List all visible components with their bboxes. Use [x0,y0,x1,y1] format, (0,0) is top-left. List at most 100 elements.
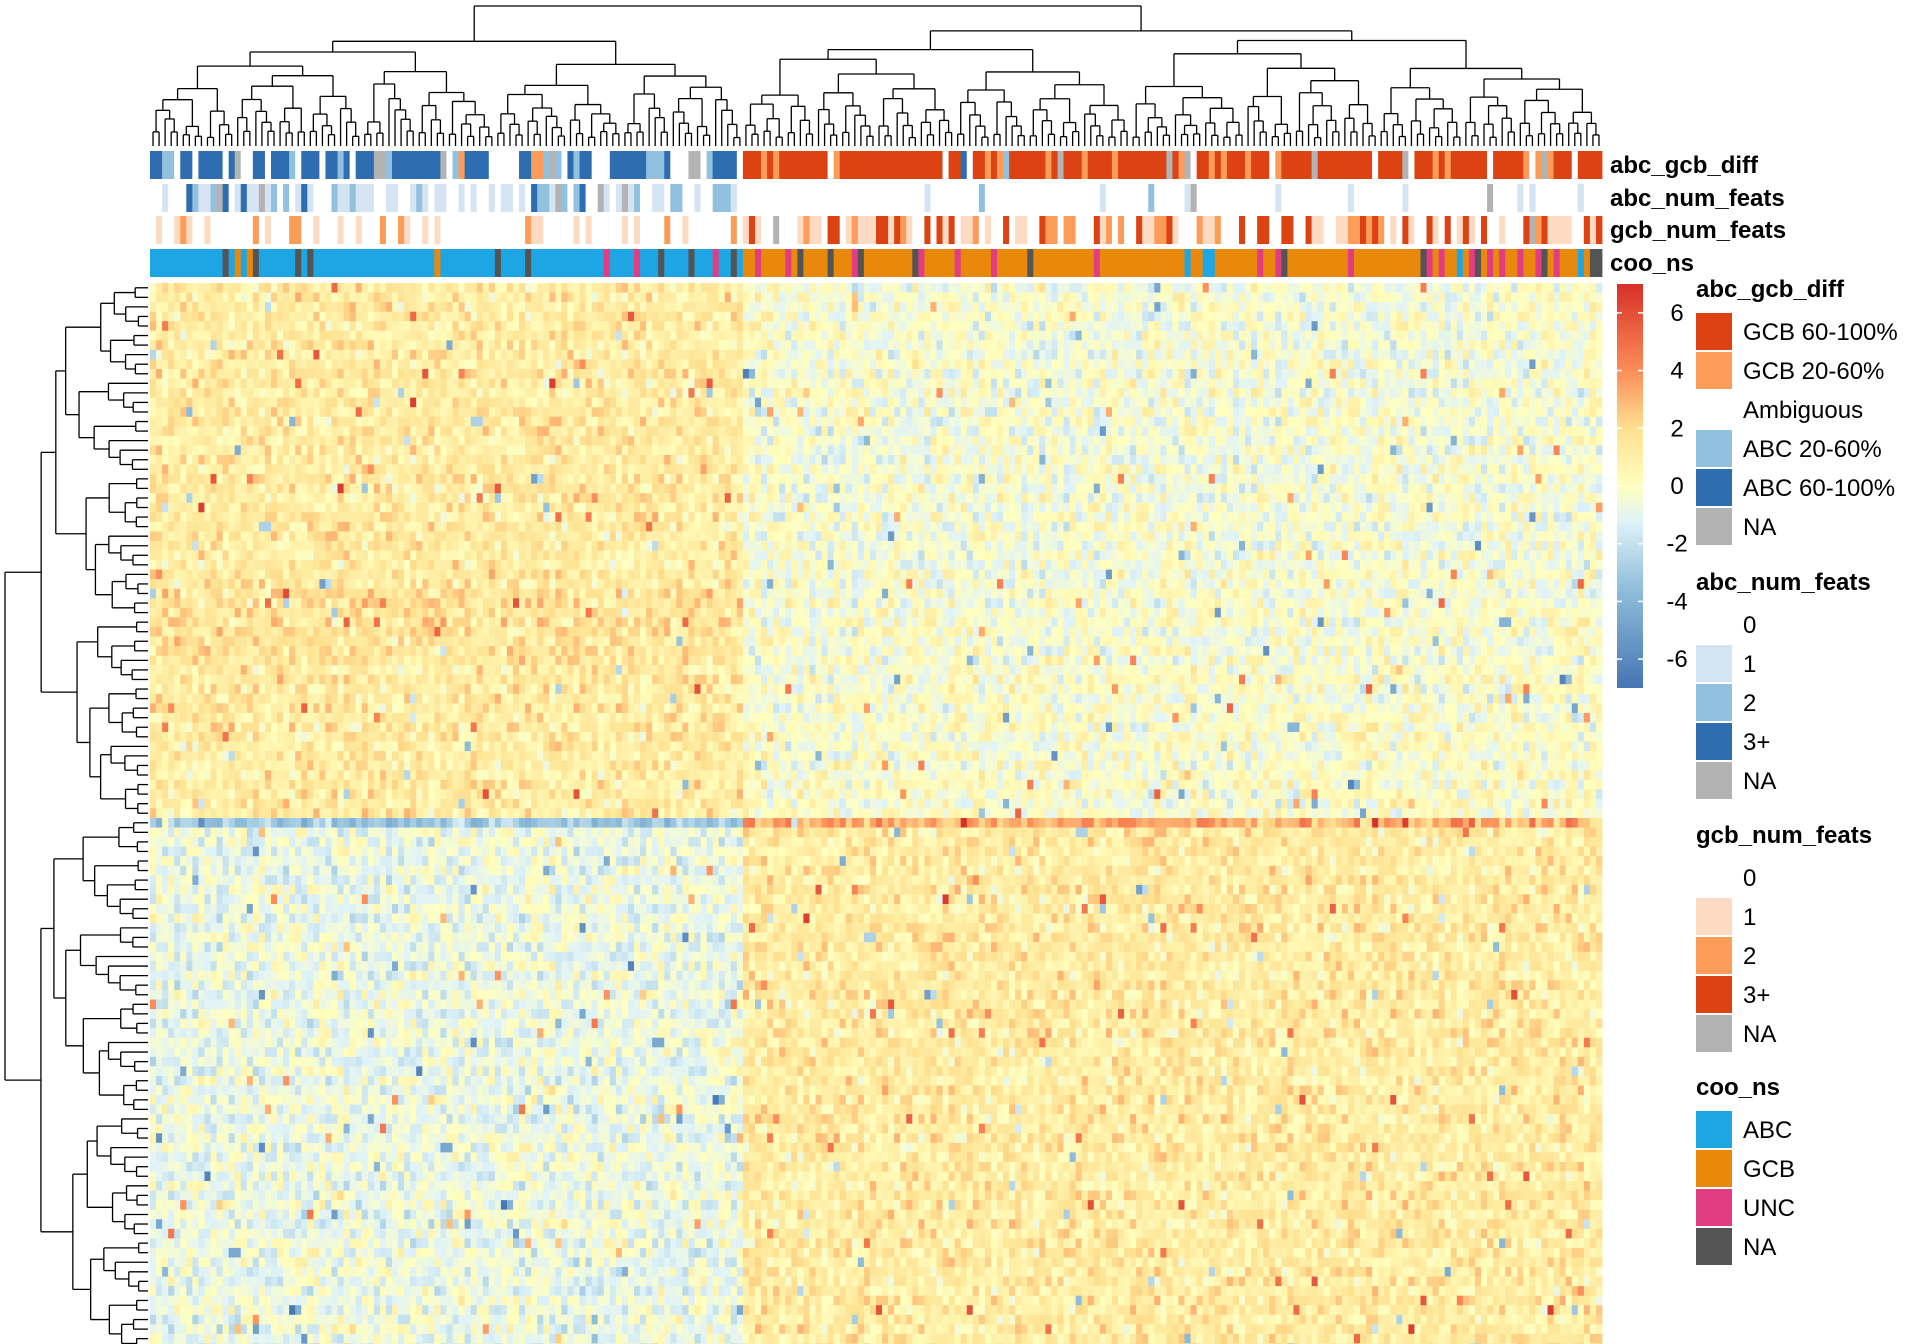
heatmap-cell [1166,321,1173,332]
heatmap-cell [670,349,677,360]
heatmap-cell [827,321,835,332]
heatmap-cell [888,359,895,370]
annotation-cell [676,184,683,212]
heatmap-cell [1438,378,1446,389]
heatmap-cell [289,368,296,379]
annotation-cell [1124,151,1131,179]
heatmap-cell [1360,292,1367,303]
annotation-cell [821,151,828,179]
heatmap-cell [712,340,720,351]
heatmap-cell [984,330,992,341]
heatmap-cell [1420,340,1427,351]
heatmap-cell [519,302,526,313]
heatmap-cell [228,388,236,399]
heatmap-cell [277,330,284,341]
heatmap-cell [791,388,798,399]
heatmap-cell [1420,302,1427,313]
annotation-cell [1481,216,1488,244]
heatmap-cell [833,302,841,313]
heatmap-cell [361,340,369,351]
heatmap-cell [1226,359,1234,370]
heatmap-cell [198,378,205,389]
heatmap-cell [900,311,907,322]
heatmap-cell [797,330,804,341]
heatmap-cell [1202,340,1210,351]
heatmap-cell [591,330,599,341]
heatmap-cell [930,349,937,360]
heatmap-cell [664,330,671,341]
annotation-cell [627,184,635,212]
heatmap-cell [1323,302,1331,313]
heatmap-cell [1069,321,1077,332]
heatmap-cell [591,302,599,313]
heatmap-cell [797,302,804,313]
heatmap-cell [773,368,780,379]
annotation-cell [210,151,217,179]
heatmap-cell [1511,283,1518,293]
annotation-cell [500,184,508,212]
annotation-cell [1269,151,1276,179]
heatmap-cell [271,388,278,399]
heatmap-cell [755,311,762,322]
heatmap-cell [1583,368,1591,379]
annotation-cell [1372,151,1379,179]
annotation-cell [555,216,562,244]
heatmap-cell [845,311,853,322]
heatmap-cell [912,349,919,360]
annotation-cell [1057,151,1064,179]
heatmap-cell [549,368,556,379]
annotation-cell [894,184,901,212]
annotation-cell [482,249,490,277]
annotation-cell [1226,151,1234,179]
heatmap-cell [440,349,447,360]
heatmap-cell [1087,359,1095,370]
heatmap-cell [1027,302,1034,313]
heatmap-cell [755,330,762,341]
heatmap-cell [162,283,169,293]
annotation-cell [1553,216,1561,244]
annotation-cell [410,249,417,277]
annotation-cell [876,249,883,277]
heatmap-cell [1184,359,1191,370]
heatmap-cell [742,368,750,379]
heatmap-cell [422,359,429,370]
heatmap-cell [1257,330,1264,341]
heatmap-cell [573,349,580,360]
heatmap-cell [670,397,677,408]
heatmap-cell [180,388,187,399]
annotation-cell [1360,216,1367,244]
heatmap-cell [694,321,701,332]
heatmap-cell [1583,330,1591,341]
annotation-cell [803,216,810,244]
heatmap-cell [779,368,786,379]
heatmap-body [150,283,1603,1344]
annotation-cell [1057,184,1064,212]
heatmap-cell [1202,349,1210,360]
annotation-cell [1577,249,1585,277]
heatmap-cell [882,340,889,351]
heatmap-cell [519,378,526,389]
heatmap-cell [1136,368,1143,379]
heatmap-cell [355,388,363,399]
heatmap-cell [936,378,943,389]
heatmap-cell [277,321,284,332]
annotation-cell [1553,151,1561,179]
heatmap-cell [1027,321,1034,332]
heatmap-cell [410,397,417,408]
annotation-cell [1021,151,1028,179]
annotation-cell [694,184,701,212]
heatmap-cell [1118,378,1125,389]
annotation-cell [646,249,653,277]
annotation-cell [295,216,302,244]
annotation-cell [1487,151,1494,179]
annotation-cell [1160,151,1167,179]
heatmap-cell [990,283,998,293]
heatmap-cell [1426,388,1433,399]
heatmap-cell [997,340,1004,351]
annotation-cell [640,151,647,179]
heatmap-cell [1202,292,1210,303]
annotation-cell [1571,216,1579,244]
heatmap-cell [863,330,871,341]
heatmap-cell [773,388,780,399]
heatmap-cell [313,311,320,322]
